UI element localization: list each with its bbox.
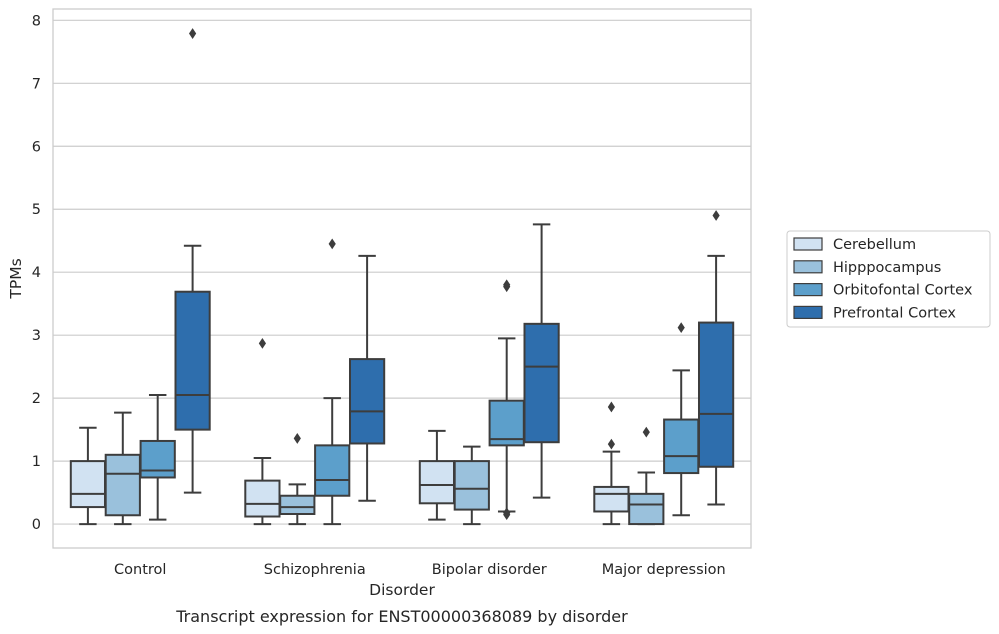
box-iqr (453, 460, 490, 511)
outlier-point (607, 401, 615, 413)
outlier-point (503, 281, 511, 293)
box-iqr (418, 460, 456, 505)
y-tick-label: 7 (32, 76, 41, 92)
x-tick-label: Schizophrenia (264, 562, 366, 578)
box-3-1 (628, 426, 665, 526)
box-iqr (697, 321, 735, 468)
legend-swatch (793, 260, 823, 274)
outlier-point (503, 509, 511, 521)
outlier-point (607, 438, 615, 450)
box-iqr (593, 485, 630, 513)
y-tick-label: 8 (32, 13, 41, 29)
legend-label: Prefrontal Cortex (833, 305, 956, 321)
box-3-0 (593, 401, 630, 526)
x-tick-label: Bipolar disorder (432, 562, 547, 578)
box-iqr (139, 439, 176, 479)
legend-label: Orbitofontal Cortex (833, 283, 973, 299)
x-tick-label: Major depression (602, 562, 726, 578)
legend-swatch (793, 237, 823, 251)
box-iqr (488, 399, 525, 447)
legend-label: Cerebellum (833, 237, 916, 253)
legend-label: Hipppocampus (833, 260, 941, 276)
x-axis-title: Disorder (369, 581, 435, 599)
legend-frame (786, 230, 991, 328)
plot-area-frame (52, 8, 752, 549)
box-iqr (279, 494, 316, 515)
outlier-point (677, 322, 685, 334)
box-1-3 (348, 254, 386, 502)
y-tick-labels: 0 1 2 3 4 5 6 7 8 (32, 13, 41, 533)
box-2-3 (523, 223, 560, 499)
outlier-point (189, 28, 197, 39)
box-2-2 (488, 279, 525, 521)
outlier-point (293, 433, 301, 444)
y-tick-label: 4 (32, 265, 41, 281)
box-1-0 (244, 337, 281, 526)
chart-caption: Transcript expression for ENST0000036808… (175, 607, 628, 626)
box-0-2 (139, 393, 176, 521)
y-tick-label: 0 (32, 517, 41, 533)
box-iqr (663, 418, 700, 475)
legend: Cerebellum Hipppocampus Orbitofontal Corte… (786, 230, 991, 328)
box-iqr (628, 492, 665, 526)
outlier-point (642, 426, 650, 438)
y-axis-title: TPMs (7, 258, 25, 299)
y-tick-label: 6 (32, 139, 41, 155)
x-tick-label: Control (114, 562, 166, 578)
box-2-1 (453, 445, 490, 526)
box-1-1 (279, 433, 316, 526)
box-3-2 (663, 322, 700, 517)
box-iqr (244, 479, 281, 518)
y-tick-label: 3 (32, 328, 41, 344)
box-3-3 (697, 210, 735, 506)
box-0-3 (174, 28, 211, 494)
x-tick-labels: Control Schizophrenia Bipolar disorder Majo… (114, 562, 726, 578)
box-2-0 (418, 429, 456, 521)
box-iqr (314, 444, 351, 497)
box-iqr (174, 290, 211, 431)
box-0-0 (69, 426, 107, 526)
box-iqr (69, 460, 107, 509)
box-series (69, 28, 735, 526)
outlier-point (328, 238, 336, 250)
box-1-2 (314, 238, 351, 526)
box-0-1 (104, 411, 141, 526)
box-iqr (104, 453, 141, 517)
legend-swatch (793, 283, 823, 297)
outlier-point (258, 337, 266, 349)
y-tick-label: 1 (32, 454, 41, 470)
box-iqr (523, 322, 560, 444)
legend-swatch (793, 305, 823, 319)
outlier-point (712, 210, 720, 221)
y-tick-label: 2 (32, 391, 41, 407)
y-tick-label: 5 (32, 202, 41, 218)
box-iqr (348, 358, 386, 445)
